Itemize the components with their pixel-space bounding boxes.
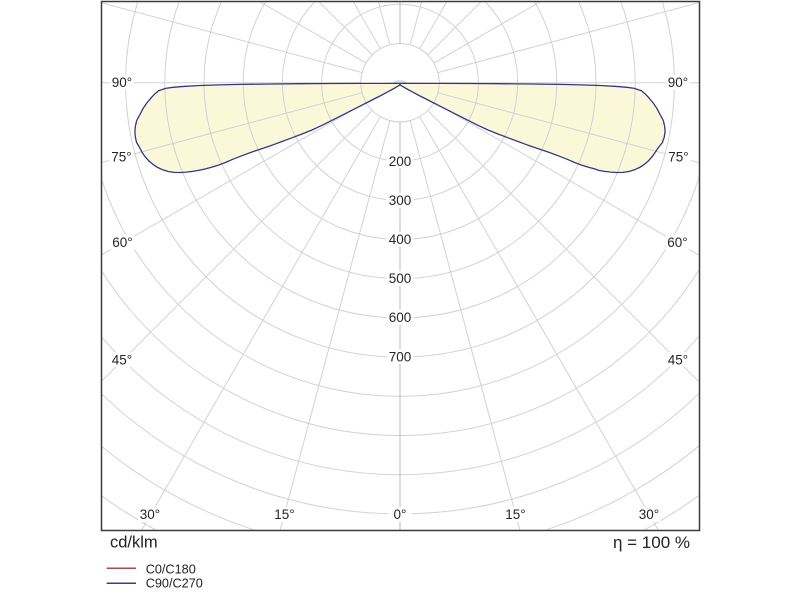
svg-text:30°: 30° bbox=[639, 507, 659, 522]
svg-text:300: 300 bbox=[389, 193, 412, 208]
svg-text:75°: 75° bbox=[668, 149, 688, 164]
svg-text:700: 700 bbox=[389, 349, 412, 364]
svg-text:400: 400 bbox=[389, 232, 412, 247]
svg-text:90°: 90° bbox=[112, 75, 132, 90]
svg-text:15°: 15° bbox=[505, 507, 525, 522]
svg-text:75°: 75° bbox=[111, 149, 131, 164]
svg-text:500: 500 bbox=[389, 271, 412, 286]
svg-text:600: 600 bbox=[389, 310, 412, 325]
svg-text:15°: 15° bbox=[274, 507, 294, 522]
svg-text:cd/klm: cd/klm bbox=[110, 533, 158, 551]
svg-text:30°: 30° bbox=[140, 507, 160, 522]
svg-text:45°: 45° bbox=[112, 352, 132, 367]
svg-text:0°: 0° bbox=[394, 507, 407, 522]
svg-text:200: 200 bbox=[389, 154, 412, 169]
svg-text:60°: 60° bbox=[667, 235, 687, 250]
svg-text:η = 100 %: η = 100 % bbox=[613, 533, 690, 552]
svg-text:C90/C270: C90/C270 bbox=[146, 577, 203, 591]
svg-text:90°: 90° bbox=[668, 75, 688, 90]
svg-text:60°: 60° bbox=[112, 235, 132, 250]
svg-text:C0/C180: C0/C180 bbox=[146, 563, 196, 577]
svg-text:45°: 45° bbox=[668, 352, 688, 367]
